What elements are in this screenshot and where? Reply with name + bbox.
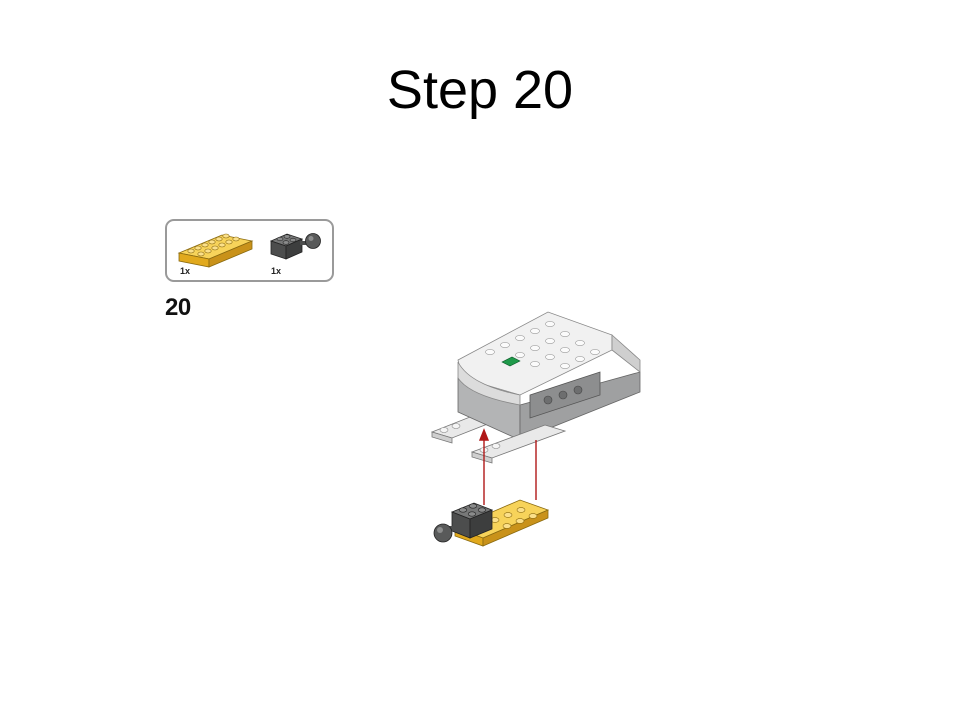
smart-hub: [457, 311, 641, 441]
part-quantity: 1x: [271, 266, 282, 276]
part-quantity: 1x: [180, 266, 191, 276]
dark-brick-part-image: [269, 233, 321, 260]
light-gray-plate: [470, 424, 567, 464]
parts-list-images: [177, 233, 321, 268]
yellow-plate-assembly: [433, 499, 550, 547]
slide-title: Step 20: [386, 60, 574, 120]
hub-led-icon: [501, 356, 521, 367]
step-number: 20: [165, 294, 191, 321]
yellow-plate-part-image: [177, 233, 254, 268]
light-gray-plate: [430, 416, 492, 444]
placement-arrow: [478, 428, 537, 505]
parts-list-callout: 1x 1x: [165, 219, 334, 282]
